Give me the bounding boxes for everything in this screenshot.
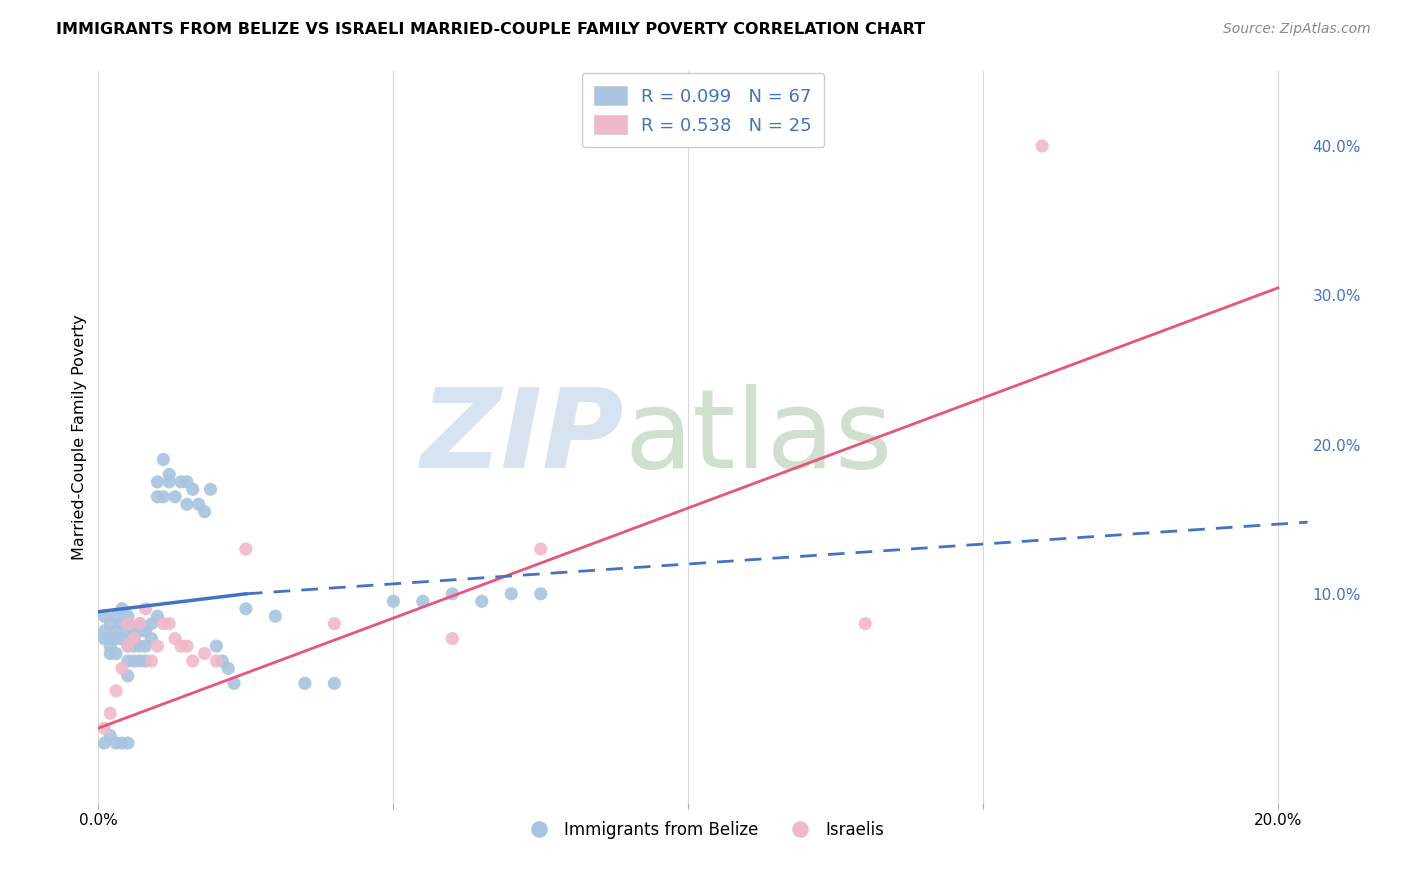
Point [323, 676, 346, 690]
Point [111, 632, 134, 646]
Point [205, 654, 228, 668]
Point [194, 505, 217, 519]
Point [146, 639, 169, 653]
Point [141, 632, 163, 646]
Point [117, 736, 139, 750]
Point [93, 632, 115, 646]
Point [105, 736, 128, 750]
Point [176, 475, 198, 489]
Point [128, 654, 150, 668]
Point [176, 639, 198, 653]
Point [530, 587, 553, 601]
Point [412, 594, 434, 608]
Point [128, 616, 150, 631]
Point [98, 616, 121, 631]
Point [217, 661, 239, 675]
Text: atlas: atlas [624, 384, 893, 491]
Point [441, 632, 464, 646]
Point [170, 475, 193, 489]
Point [200, 483, 222, 497]
Point [117, 616, 139, 631]
Point [105, 624, 128, 639]
Point [181, 654, 204, 668]
Point [122, 654, 145, 668]
Point [105, 609, 128, 624]
Point [111, 661, 134, 675]
Point [211, 654, 233, 668]
Point [235, 601, 257, 615]
Point [111, 616, 134, 631]
Point [135, 654, 157, 668]
Point [122, 639, 145, 653]
Point [122, 632, 145, 646]
Point [205, 639, 228, 653]
Point [152, 616, 174, 631]
Point [98, 706, 121, 721]
Point [93, 736, 115, 750]
Point [501, 587, 523, 601]
Point [170, 639, 193, 653]
Point [157, 467, 180, 482]
Point [187, 497, 209, 511]
Point [146, 490, 169, 504]
Point [141, 654, 163, 668]
Point [111, 736, 134, 750]
Point [235, 542, 257, 557]
Point [117, 624, 139, 639]
Legend: Immigrants from Belize, Israelis: Immigrants from Belize, Israelis [516, 814, 890, 846]
Point [152, 490, 174, 504]
Point [117, 639, 139, 653]
Point [471, 594, 494, 608]
Point [111, 601, 134, 615]
Point [141, 616, 163, 631]
Point [157, 475, 180, 489]
Point [146, 609, 169, 624]
Point [98, 647, 121, 661]
Point [853, 616, 876, 631]
Point [165, 490, 187, 504]
Point [152, 452, 174, 467]
Y-axis label: Married-Couple Family Poverty: Married-Couple Family Poverty [72, 314, 87, 560]
Point [222, 676, 245, 690]
Point [105, 683, 128, 698]
Point [264, 609, 287, 624]
Point [117, 639, 139, 653]
Point [105, 647, 128, 661]
Point [181, 483, 204, 497]
Point [441, 587, 464, 601]
Point [117, 609, 139, 624]
Point [93, 624, 115, 639]
Point [122, 632, 145, 646]
Point [128, 616, 150, 631]
Point [117, 616, 139, 631]
Point [117, 654, 139, 668]
Point [194, 647, 217, 661]
Point [98, 632, 121, 646]
Point [135, 624, 157, 639]
Point [323, 616, 346, 631]
Point [128, 639, 150, 653]
Point [93, 721, 115, 735]
Point [98, 729, 121, 743]
Point [382, 594, 405, 608]
Point [117, 669, 139, 683]
Text: Source: ZipAtlas.com: Source: ZipAtlas.com [1223, 22, 1371, 37]
Point [176, 497, 198, 511]
Point [165, 632, 187, 646]
Point [128, 624, 150, 639]
Point [135, 639, 157, 653]
Point [98, 639, 121, 653]
Point [122, 624, 145, 639]
Text: IMMIGRANTS FROM BELIZE VS ISRAELI MARRIED-COUPLE FAMILY POVERTY CORRELATION CHAR: IMMIGRANTS FROM BELIZE VS ISRAELI MARRIE… [56, 22, 925, 37]
Point [146, 475, 169, 489]
Point [530, 542, 553, 557]
Point [294, 676, 316, 690]
Point [1031, 139, 1053, 153]
Text: ZIP: ZIP [420, 384, 624, 491]
Point [135, 601, 157, 615]
Point [157, 616, 180, 631]
Point [105, 632, 128, 646]
Point [93, 609, 115, 624]
